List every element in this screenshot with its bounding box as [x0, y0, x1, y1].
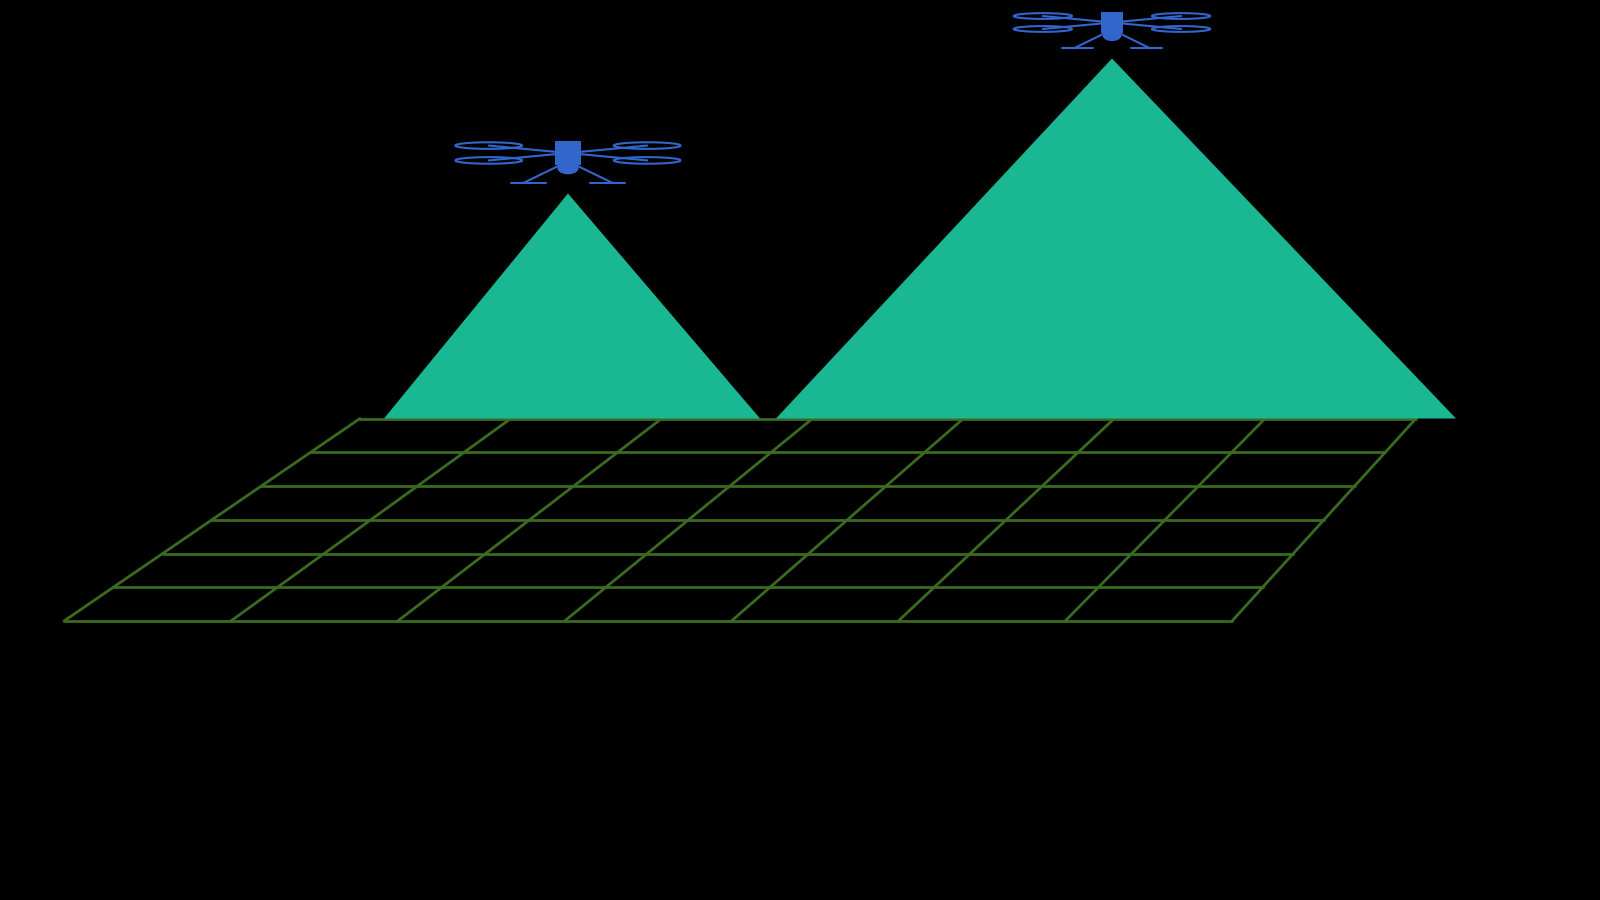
Polygon shape [776, 58, 1456, 418]
Circle shape [557, 162, 579, 175]
Circle shape [1102, 31, 1122, 41]
Polygon shape [384, 194, 760, 418]
Bar [555, 140, 581, 166]
Bar [1101, 12, 1123, 33]
